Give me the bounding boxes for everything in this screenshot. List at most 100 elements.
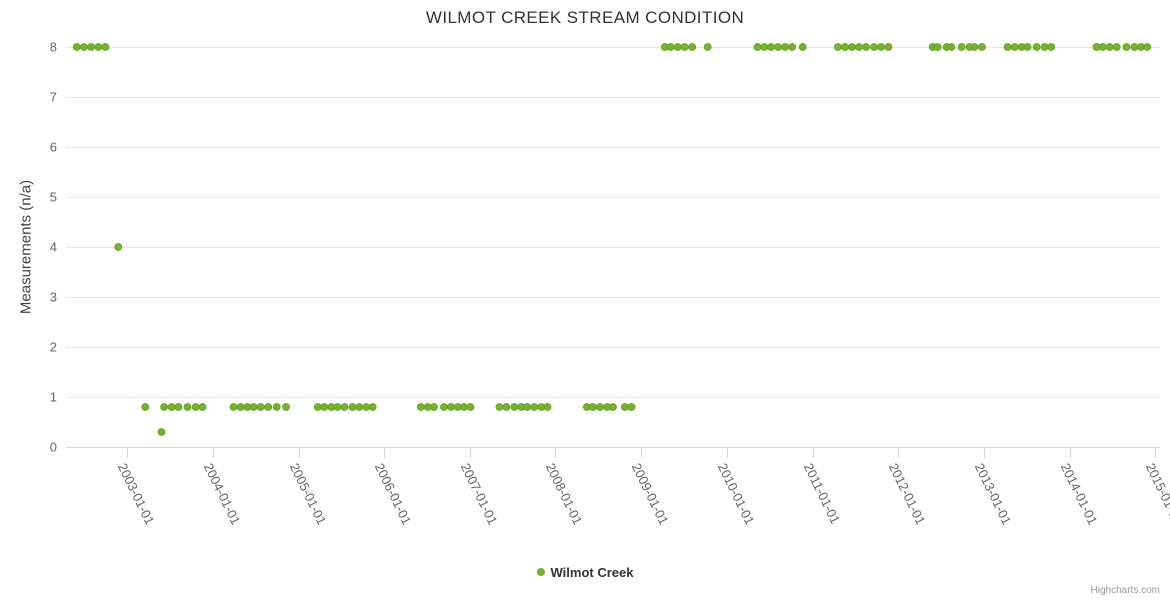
data-point[interactable] bbox=[160, 403, 169, 411]
data-point[interactable] bbox=[589, 403, 597, 411]
x-tick-label: 2010-01-01 bbox=[715, 461, 758, 527]
data-point[interactable] bbox=[1032, 43, 1041, 51]
data-point[interactable] bbox=[368, 403, 377, 411]
data-point[interactable] bbox=[1010, 43, 1019, 51]
data-point[interactable] bbox=[167, 403, 176, 411]
data-point[interactable] bbox=[355, 403, 364, 411]
x-tick-label: 2009-01-01 bbox=[629, 461, 672, 527]
data-point[interactable] bbox=[1047, 43, 1056, 51]
data-point[interactable] bbox=[229, 403, 238, 411]
data-point[interactable] bbox=[621, 403, 629, 411]
data-point[interactable] bbox=[362, 403, 371, 411]
data-point[interactable] bbox=[947, 43, 956, 51]
data-point[interactable] bbox=[848, 43, 856, 51]
y-tick-label: 0 bbox=[50, 440, 57, 455]
x-tick-label: 2013-01-01 bbox=[972, 461, 1015, 527]
data-point[interactable] bbox=[340, 403, 349, 411]
data-point[interactable] bbox=[1040, 43, 1049, 51]
data-point[interactable] bbox=[781, 43, 789, 51]
data-point[interactable] bbox=[114, 243, 123, 251]
data-point[interactable] bbox=[272, 403, 281, 411]
data-point[interactable] bbox=[1098, 43, 1107, 51]
data-point[interactable] bbox=[530, 403, 539, 411]
data-point[interactable] bbox=[841, 43, 849, 51]
y-tick-label: 4 bbox=[50, 240, 57, 255]
data-point[interactable] bbox=[523, 403, 532, 411]
data-point[interactable] bbox=[855, 43, 863, 51]
data-point[interactable] bbox=[884, 43, 893, 51]
data-point[interactable] bbox=[1105, 43, 1114, 51]
data-point[interactable] bbox=[774, 43, 782, 51]
data-point[interactable] bbox=[788, 43, 797, 51]
x-tick-label: 2012-01-01 bbox=[886, 461, 929, 527]
data-point[interactable] bbox=[596, 403, 604, 411]
x-tick-label: 2003-01-01 bbox=[115, 461, 158, 527]
data-point[interactable] bbox=[236, 403, 245, 411]
data-point[interactable] bbox=[495, 403, 504, 411]
data-point[interactable] bbox=[264, 403, 273, 411]
legend-item-wilmot-creek[interactable]: Wilmot Creek bbox=[536, 565, 633, 580]
data-point[interactable] bbox=[1122, 43, 1131, 51]
data-point[interactable] bbox=[87, 43, 95, 51]
data-point[interactable] bbox=[466, 403, 475, 411]
data-point[interactable] bbox=[157, 428, 166, 436]
highcharts-credits-link[interactable]: Highcharts.com bbox=[1090, 585, 1160, 596]
x-tick-label: 2008-01-01 bbox=[543, 461, 586, 527]
series-marker-icon bbox=[536, 568, 545, 576]
data-point[interactable] bbox=[416, 403, 425, 411]
data-point[interactable] bbox=[760, 43, 769, 51]
data-point[interactable] bbox=[459, 403, 468, 411]
data-point[interactable] bbox=[191, 403, 200, 411]
data-point[interactable] bbox=[978, 43, 986, 51]
data-point[interactable] bbox=[249, 403, 258, 411]
data-point[interactable] bbox=[877, 43, 885, 51]
data-point[interactable] bbox=[313, 403, 322, 411]
data-point[interactable] bbox=[101, 43, 110, 51]
data-point[interactable] bbox=[703, 43, 712, 51]
data-point[interactable] bbox=[870, 43, 878, 51]
x-tick-label: 2014-01-01 bbox=[1058, 461, 1101, 527]
data-point[interactable] bbox=[688, 43, 697, 51]
chart-title: WILMOT CREEK STREAM CONDITION bbox=[425, 8, 745, 27]
data-point[interactable] bbox=[198, 403, 207, 411]
x-tick-label: 2006-01-01 bbox=[372, 461, 415, 527]
data-point[interactable] bbox=[333, 403, 342, 411]
data-point[interactable] bbox=[174, 403, 183, 411]
data-point[interactable] bbox=[510, 403, 519, 411]
data-point[interactable] bbox=[680, 43, 689, 51]
data-point[interactable] bbox=[627, 403, 636, 411]
data-point[interactable] bbox=[673, 43, 682, 51]
data-point[interactable] bbox=[798, 43, 807, 51]
data-point[interactable] bbox=[609, 403, 617, 411]
data-point[interactable] bbox=[933, 43, 942, 51]
data-point[interactable] bbox=[440, 403, 448, 411]
data-point[interactable] bbox=[320, 403, 329, 411]
data-point[interactable] bbox=[79, 43, 88, 51]
data-point[interactable] bbox=[1023, 43, 1032, 51]
data-point[interactable] bbox=[1112, 43, 1121, 51]
data-point[interactable] bbox=[502, 403, 511, 411]
y-tick-label: 6 bbox=[50, 140, 57, 155]
data-point[interactable] bbox=[970, 43, 979, 51]
data-point[interactable] bbox=[348, 403, 357, 411]
data-point[interactable] bbox=[834, 43, 842, 51]
data-point[interactable] bbox=[72, 43, 81, 51]
data-point[interactable] bbox=[957, 43, 966, 51]
data-point[interactable] bbox=[666, 43, 675, 51]
data-point[interactable] bbox=[429, 403, 438, 411]
data-point[interactable] bbox=[256, 403, 265, 411]
data-point[interactable] bbox=[282, 403, 291, 411]
data-point[interactable] bbox=[753, 43, 762, 51]
x-tick-label: 2011-01-01 bbox=[801, 461, 843, 526]
data-point[interactable] bbox=[1143, 43, 1152, 51]
data-point[interactable] bbox=[1130, 43, 1139, 51]
y-tick-label: 2 bbox=[50, 340, 57, 355]
data-point[interactable] bbox=[1003, 43, 1012, 51]
data-point[interactable] bbox=[767, 43, 775, 51]
data-point[interactable] bbox=[183, 403, 192, 411]
data-point[interactable] bbox=[141, 403, 150, 411]
data-point[interactable] bbox=[94, 43, 103, 51]
data-point[interactable] bbox=[543, 403, 552, 411]
data-point[interactable] bbox=[862, 43, 870, 51]
data-point[interactable] bbox=[447, 403, 455, 411]
